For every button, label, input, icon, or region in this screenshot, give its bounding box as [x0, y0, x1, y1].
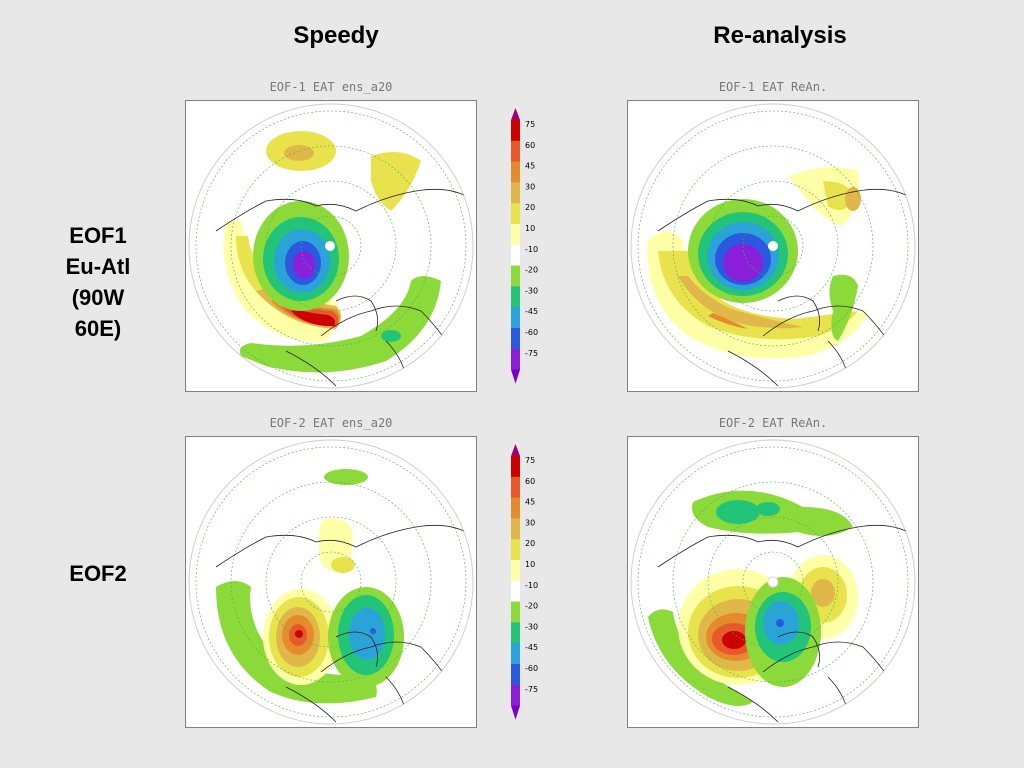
eof2-speedy-map — [185, 436, 477, 728]
eof1-reanalysis-panel-title: EOF-1 EAT ReAn. — [718, 80, 828, 94]
colorbar-swatch — [511, 456, 520, 478]
colorbar-tick-label: -30 — [525, 622, 538, 631]
colorbar-swatch — [511, 664, 520, 686]
colorbar-tick-label: -20 — [525, 602, 538, 611]
colorbar-swatch — [511, 161, 520, 183]
colorbar-swatch — [511, 497, 520, 519]
colorbar-tick-label: -30 — [525, 286, 538, 295]
colorbar-top-arrow — [511, 108, 520, 120]
eof2-reanalysis-panel-title: EOF-2 EAT ReAn. — [718, 416, 828, 430]
colorbar-swatch — [511, 476, 520, 499]
colorbar-tick-label: 10 — [525, 224, 535, 233]
colorbar-top-arrow — [511, 444, 520, 456]
colorbar-swatch — [511, 539, 520, 561]
colorbar-bottom-arrow — [511, 705, 520, 720]
colorbar-tick-label: -45 — [525, 307, 538, 316]
eof1-colorbar: 75 60 45 30 20 10 -10 -20 -30 -45 -60 -75 — [505, 108, 555, 384]
colorbar-tick-label: 75 — [525, 120, 535, 129]
colorbar-swatch — [511, 328, 520, 350]
colorbar-tick-label: 60 — [525, 477, 535, 486]
colorbar-tick-label: 45 — [525, 498, 535, 507]
eof1-label-line-4: 60E) — [74, 316, 122, 341]
colorbar-swatch — [511, 140, 520, 163]
eof1-speedy-panel-title: EOF-1 EAT ens_a20 — [269, 80, 393, 94]
colorbar-swatch — [511, 265, 520, 287]
colorbar-tick-label: -60 — [525, 664, 538, 673]
colorbar-swatch — [511, 622, 520, 644]
colorbar-swatch — [511, 684, 520, 707]
colorbar-tick-label: 20 — [525, 539, 535, 548]
colorbar-tick-label: 60 — [525, 141, 535, 150]
eof1-reanalysis-map — [627, 100, 919, 392]
colorbar-swatch — [511, 224, 520, 246]
colorbar-tick-label: 75 — [525, 456, 535, 465]
eof2-speedy-panel-title: EOF-2 EAT ens_a20 — [269, 416, 393, 430]
colorbar-swatch — [511, 560, 520, 582]
eof1-label-line-2: Eu-Atl — [65, 254, 131, 279]
colorbar-tick-label: -45 — [525, 643, 538, 652]
colorbar-swatch — [511, 601, 520, 623]
colorbar-tick-label: -10 — [525, 581, 538, 590]
eof2-row-label: EOF2 — [69, 561, 127, 586]
colorbar-tick-label: -10 — [525, 245, 538, 254]
colorbar-tick-label: -20 — [525, 266, 538, 275]
colorbar-tick-label: -75 — [525, 349, 538, 358]
colorbar-swatch — [511, 120, 520, 142]
colorbar-swatch — [511, 307, 520, 329]
colorbar-tick-label: 45 — [525, 162, 535, 171]
colorbar-tick-label: 10 — [525, 560, 535, 569]
colorbar-swatch — [511, 203, 520, 225]
speedy-column-title: Speedy — [293, 22, 379, 49]
eof1-label-line-3: (90W — [71, 285, 125, 310]
colorbar-swatch — [511, 182, 520, 204]
eof2-colorbar: 75 60 45 30 20 10 -10 -20 -30 -45 -60 -75 — [505, 444, 555, 720]
colorbar-swatch — [511, 643, 520, 665]
colorbar-tick-label: -75 — [525, 685, 538, 694]
colorbar-tick-label: 30 — [525, 518, 535, 527]
eof1-speedy-map — [185, 100, 477, 392]
colorbar-swatch — [511, 348, 520, 371]
eof2-reanalysis-map — [627, 436, 919, 728]
reanalysis-column-title: Re-analysis — [713, 22, 847, 49]
colorbar-swatch — [511, 580, 520, 603]
colorbar-swatch — [511, 286, 520, 308]
colorbar-swatch — [511, 518, 520, 540]
eof1-row-label: EOF1 Eu-Atl (90W 60E) — [38, 220, 158, 344]
colorbar-tick-label: 30 — [525, 182, 535, 191]
colorbar-tick-label: -60 — [525, 328, 538, 337]
colorbar-tick-label: 20 — [525, 203, 535, 212]
eof1-label-line-1: EOF1 — [69, 223, 127, 248]
colorbar-swatch — [511, 244, 520, 267]
colorbar-bottom-arrow — [511, 369, 520, 384]
